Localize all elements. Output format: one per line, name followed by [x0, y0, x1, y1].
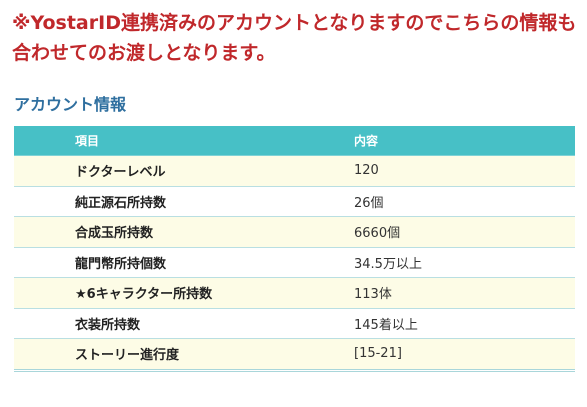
table-row: ストーリー進行度 [15-21] [14, 338, 575, 372]
notice-text: ※YostarID連携済みのアカウントとなりますのでこちらの情報も合わせてのお渡… [12, 12, 577, 64]
table-row: 龍門幣所持個数 34.5万以上 [14, 247, 575, 278]
row-item-label: 龍門幣所持個数 [14, 247, 340, 278]
row-item-value: 6660個 [340, 216, 575, 248]
table-row: 衣装所持数 145着以上 [14, 308, 575, 339]
header-value: 内容 [340, 126, 575, 156]
row-item-value: 113体 [340, 277, 575, 309]
table-row: 純正源石所持数 26個 [14, 186, 575, 217]
row-item-label: ★6キャラクター所持数 [14, 277, 340, 309]
section-title: アカウント情報 [14, 95, 127, 114]
row-item-value: 34.5万以上 [340, 247, 575, 278]
table-row: ★6キャラクター所持数 113体 [14, 277, 575, 309]
table-row: ドクターレベル 120 [14, 155, 575, 187]
row-item-label: ドクターレベル [14, 155, 340, 187]
row-item-label: ストーリー進行度 [14, 338, 340, 372]
table-row: 合成玉所持数 6660個 [14, 216, 575, 248]
row-item-value: [15-21] [340, 338, 575, 372]
row-item-label: 合成玉所持数 [14, 216, 340, 248]
row-item-label: 純正源石所持数 [14, 186, 340, 217]
header-item: 項目 [14, 126, 340, 156]
row-item-label: 衣装所持数 [14, 308, 340, 339]
row-item-value: 120 [340, 155, 575, 187]
table-header-row: 項目 内容 [14, 126, 575, 156]
account-info-table: 項目 内容 ドクターレベル 120 純正源石所持数 26個 合成玉所持数 666… [14, 126, 575, 372]
row-item-value: 145着以上 [340, 308, 575, 339]
row-item-value: 26個 [340, 186, 575, 217]
